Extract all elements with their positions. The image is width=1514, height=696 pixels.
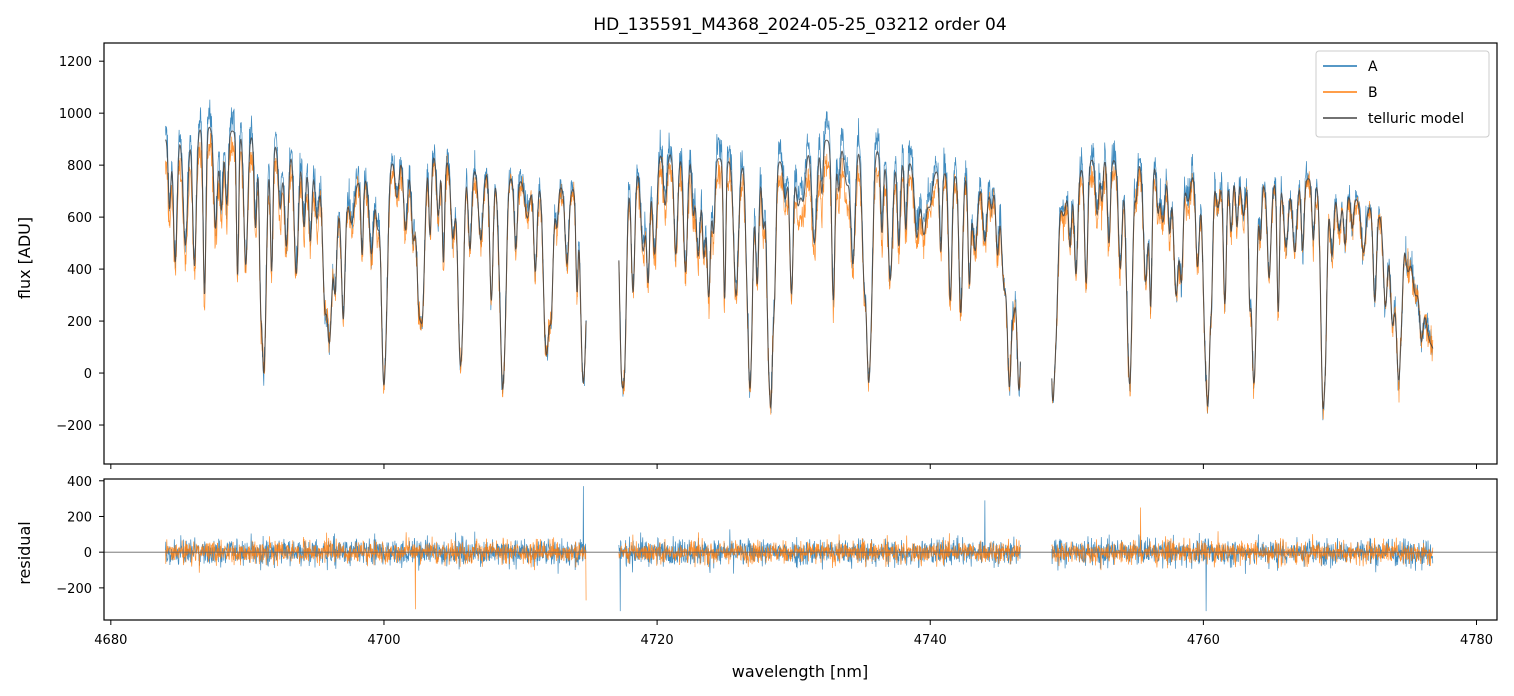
flux-series-group	[165, 99, 1434, 421]
residual-panel: −200 0 200 400 4680 4700 4720 4740 4760 4780 res…	[15, 475, 1498, 681]
x-tick-label: 4740	[914, 633, 947, 648]
x-tick-label: 4720	[641, 633, 674, 648]
flux-series-telluric-model-segment-2	[618, 139, 1021, 410]
x-tick-label: 4760	[1187, 633, 1220, 648]
x-tick-label: 4680	[94, 633, 127, 648]
legend-label-telluric: telluric model	[1368, 111, 1464, 127]
flux-y-tick-label: 1200	[59, 55, 92, 70]
residual-x-ticks: 4680 4700 4720 4740 4760 4780	[94, 620, 1493, 648]
residual-y-ticks: −200 0 200 400	[56, 475, 104, 597]
flux-panel-background	[104, 43, 1497, 464]
residual-panel-frame	[103, 478, 1498, 621]
flux-y-tick-label: 600	[67, 211, 92, 226]
residual-series-a-segment-1	[165, 486, 587, 574]
legend-label-a: A	[1368, 59, 1378, 75]
residual-y-tick-label: 200	[67, 510, 92, 525]
flux-series-telluric-model-segment-1	[165, 126, 587, 390]
flux-y-tick-label: −200	[56, 419, 92, 434]
flux-x-ticks	[110, 464, 1478, 469]
flux-panel-frame	[103, 42, 1498, 465]
x-tick-label: 4700	[367, 633, 400, 648]
x-tick-label: 4780	[1460, 633, 1493, 648]
residual-y-tick-label: 0	[84, 546, 92, 561]
flux-y-ticks: −200 0 200 400 600 800 1000 1200	[56, 55, 104, 434]
x-axis-label: wavelength [nm]	[732, 662, 869, 681]
chart-title: HD_135591_M4368_2024-05-25_03212 order 0…	[593, 15, 1006, 35]
legend-label-b: B	[1368, 85, 1378, 101]
legend-box	[1315, 50, 1490, 138]
flux-panel: −200 0 200 400 600 800 1000 1200 flux [ADU] A B…	[15, 42, 1498, 469]
flux-y-tick-label: 0	[84, 367, 92, 382]
flux-y-tick-label: 400	[67, 263, 92, 278]
flux-y-tick-label: 1000	[59, 107, 92, 122]
residual-y-tick-label: 400	[67, 475, 92, 490]
flux-y-tick-label: 200	[67, 315, 92, 330]
residual-y-axis-label: residual	[15, 521, 34, 584]
residual-series-b-segment-2	[618, 532, 1021, 568]
residual-series-b-segment-3	[1051, 507, 1434, 571]
flux-y-tick-label: 800	[67, 159, 92, 174]
flux-y-axis-label: flux [ADU]	[15, 217, 34, 299]
legend: A B telluric model	[1315, 50, 1490, 138]
flux-series-telluric-model-segment-3	[1051, 159, 1434, 410]
residual-y-tick-label: −200	[56, 582, 92, 597]
